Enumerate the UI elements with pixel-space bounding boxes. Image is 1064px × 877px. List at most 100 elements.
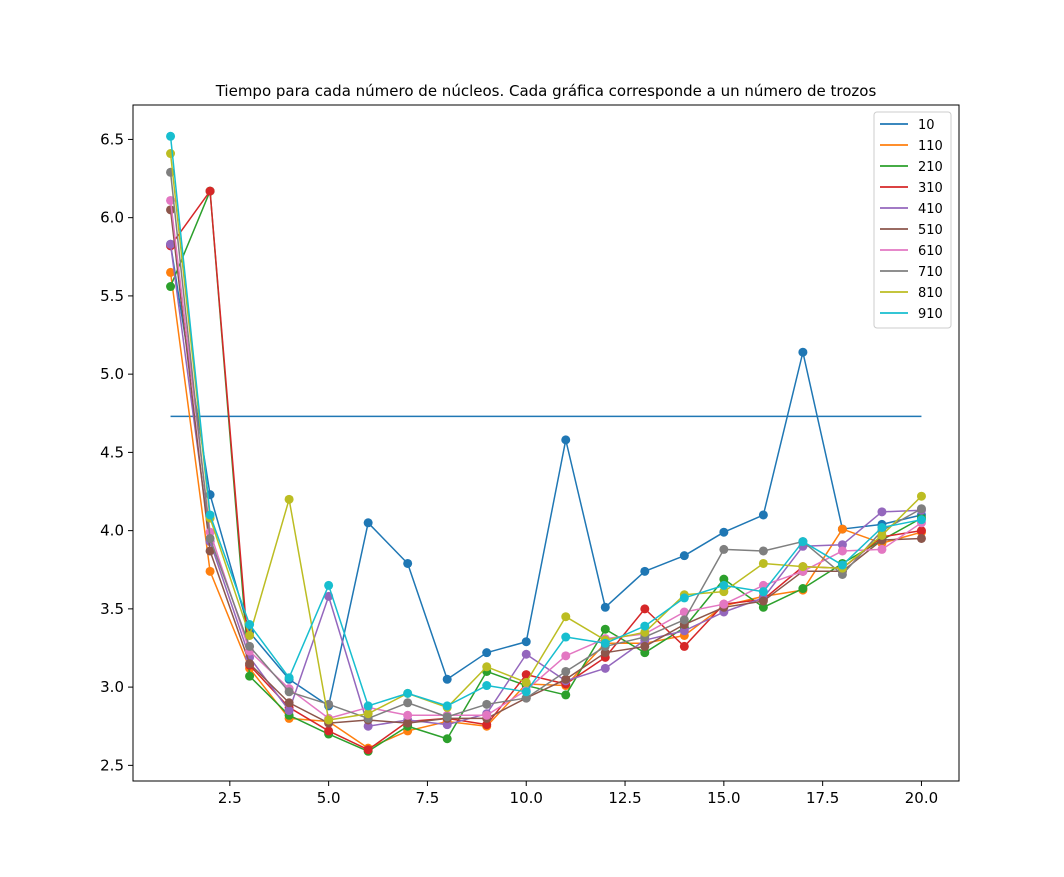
data-point [877,530,887,540]
data-point [363,745,373,755]
data-point [679,607,689,617]
data-point [521,687,531,697]
legend-label-210: 210 [918,160,943,175]
data-point [245,659,255,669]
data-point [561,435,571,445]
data-point [521,649,531,659]
data-point [284,698,294,708]
data-point [640,604,650,614]
data-point [521,693,531,703]
data-point [916,526,926,536]
data-point [758,546,768,556]
series-line-510 [169,209,922,724]
legend-label-10: 10 [918,118,935,133]
data-point [679,641,689,651]
y-tick-label: 5.0 [100,365,124,383]
data-point [719,574,729,584]
data-point [205,546,215,556]
data-point [679,626,689,636]
data-point [442,701,452,711]
y-tick-label: 4.0 [100,522,124,540]
x-tick-label: 17.5 [806,789,839,807]
data-point [403,710,413,720]
data-point [679,551,689,561]
data-point [837,524,847,534]
data-point [482,710,492,720]
data-point [916,533,926,543]
data-point [758,602,768,612]
data-point [877,523,887,532]
series-910 [166,131,926,711]
data-point [877,544,887,554]
y-tick-label: 5.5 [100,287,124,305]
data-point [284,673,294,683]
legend-label-410: 410 [918,202,943,217]
y-tick-label: 6.0 [100,209,124,227]
series-line-710 [169,172,922,720]
data-point [166,205,176,215]
x-tick-label: 2.5 [218,789,242,807]
axes-frame [132,104,960,782]
plot-area [166,131,926,756]
data-point [758,596,768,606]
data-point [561,674,571,684]
data-point [640,627,650,637]
data-point [403,718,413,728]
legend-label-110: 110 [918,139,943,154]
x-tick-label: 7.5 [416,789,440,807]
data-point [442,712,452,722]
data-point [403,698,413,708]
data-point [403,558,413,568]
series-line-10 [169,244,922,707]
data-point [363,709,373,719]
chart-title: Tiempo para cada número de núcleos. Cada… [215,82,877,100]
data-point [561,651,571,661]
data-point [600,648,610,658]
y-tick-label: 4.5 [100,443,124,461]
data-point [284,494,294,504]
data-point [324,580,334,590]
data-point [561,666,571,676]
data-point [245,671,255,681]
data-point [403,688,413,698]
data-point [561,632,571,642]
data-point [837,569,847,579]
data-point [877,507,887,517]
data-point [442,734,452,744]
data-point [205,533,215,543]
data-point [916,491,926,501]
data-point [719,544,729,554]
data-point [166,149,176,159]
legend-label-510: 510 [918,223,943,238]
data-point [640,641,650,651]
x-tick-label: 5.0 [317,789,341,807]
data-point [916,504,926,514]
data-point [482,699,492,709]
data-point [324,726,334,736]
x-tick-label: 12.5 [608,789,641,807]
data-point [719,580,729,590]
legend-label-810: 810 [918,286,943,301]
data-point [245,620,255,630]
data-point [719,587,729,597]
series-line-810 [169,153,922,721]
data-point [798,562,808,572]
data-point [166,267,176,277]
data-point [561,690,571,700]
data-point [758,558,768,568]
data-point [837,560,847,570]
data-point [521,637,531,647]
data-point [640,621,650,631]
data-point [482,681,492,691]
data-point [719,599,729,609]
series-line-210 [169,190,922,753]
x-tick-label: 20.0 [905,789,938,807]
data-point [442,674,452,684]
legend-label-610: 610 [918,244,943,259]
series-line-310 [169,190,922,751]
data-point [640,648,650,658]
legend-label-710: 710 [918,265,943,280]
x-tick-label: 15.0 [707,789,740,807]
data-point [205,510,215,520]
